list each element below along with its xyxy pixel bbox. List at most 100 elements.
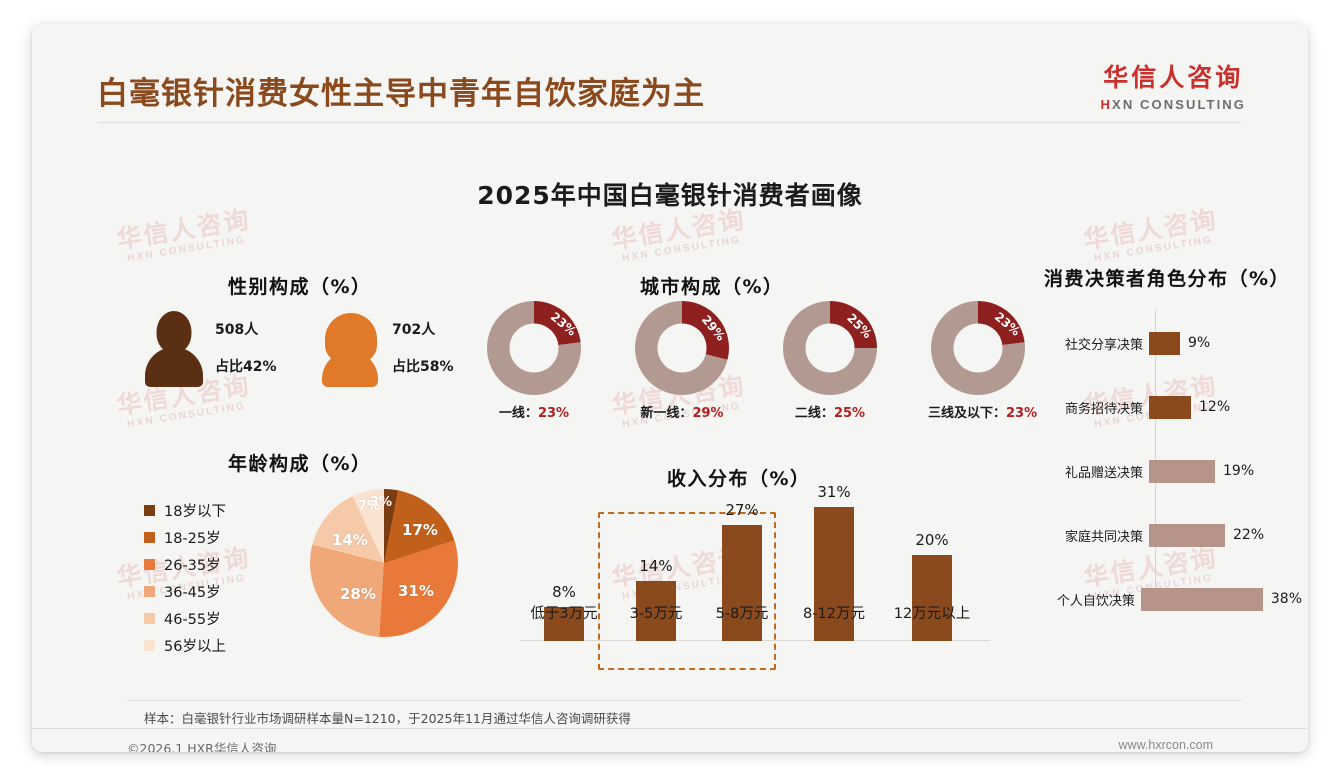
legend-label: 36-45岁 bbox=[164, 585, 221, 601]
decision-label: 社交分享决策 bbox=[1064, 337, 1143, 353]
income-bar-category: 5-8万元 bbox=[715, 606, 769, 622]
header: 白毫银针消费女性主导中青年自饮家庭为主 华信人咨询 HXN CONSULTING bbox=[32, 24, 1308, 124]
decision-axis-line bbox=[1155, 309, 1156, 604]
donut-caption-value: 29% bbox=[692, 406, 724, 421]
legend-swatch-icon bbox=[144, 640, 155, 651]
pie-value: 7% bbox=[358, 499, 381, 514]
income-bar-value: 20% bbox=[915, 531, 949, 549]
decision-value: 12% bbox=[1199, 399, 1231, 415]
logo-english-text: HXN CONSULTING bbox=[1100, 97, 1246, 112]
income-bar bbox=[636, 581, 676, 641]
donut-caption-value: 23% bbox=[537, 406, 570, 421]
decision-bar bbox=[1149, 523, 1225, 547]
income-bar-column: 20% 12万元以上 bbox=[882, 531, 982, 641]
income-bar-value: 14% bbox=[639, 557, 673, 575]
income-bar-column: 31% 8-12万元 bbox=[792, 483, 876, 641]
female-silhouette-icon bbox=[322, 311, 380, 387]
income-bar bbox=[544, 607, 584, 641]
donut-ring: 25% bbox=[783, 301, 877, 395]
watermark-en: HXN CONSULTING bbox=[126, 234, 247, 265]
decision-label: 商务招待决策 bbox=[1064, 401, 1143, 417]
watermark: 华信人咨询 HXN CONSULTING bbox=[1082, 206, 1221, 266]
watermark-en: HXN CONSULTING bbox=[621, 234, 742, 265]
watermark-en: HXN CONSULTING bbox=[1093, 234, 1214, 265]
income-bar-category: 3-5万元 bbox=[629, 606, 683, 622]
legend-label: 56岁以上 bbox=[164, 639, 226, 655]
city-panel-title: 城市构成（%） bbox=[640, 276, 784, 298]
copyright-text: ©2026.1 HXR华信人咨询 bbox=[127, 741, 277, 752]
female-share: 占比58% bbox=[392, 359, 454, 375]
legend-item: 56岁以上 bbox=[144, 632, 226, 659]
pie-value: 31% bbox=[398, 582, 434, 600]
donut-caption: 二线：25% bbox=[794, 406, 866, 421]
decision-label: 家庭共同决策 bbox=[1064, 529, 1143, 545]
donut-cell: 29% 新一线：29% bbox=[632, 301, 732, 421]
donut-caption-value: 25% bbox=[833, 406, 866, 421]
male-silhouette-icon bbox=[145, 311, 203, 387]
male-share: 占比42% bbox=[215, 359, 277, 375]
age-panel-title: 年龄构成（%） bbox=[228, 453, 372, 475]
decision-panel-title: 消费决策者角色分布（%） bbox=[1044, 268, 1291, 290]
decision-bar bbox=[1149, 331, 1180, 355]
gender-panel-title: 性别构成（%） bbox=[228, 276, 372, 298]
donut-ring: 23% bbox=[487, 301, 581, 395]
decision-value: 9% bbox=[1188, 335, 1211, 351]
male-count: 508人 bbox=[215, 322, 259, 338]
donut-cell: 25% 二线：25% bbox=[780, 301, 880, 421]
logo-chinese-text: 华信人咨询 bbox=[1103, 63, 1244, 92]
footer-divider bbox=[32, 728, 1308, 729]
brand-logo: 华信人咨询 HXN CONSULTING bbox=[1101, 58, 1246, 112]
female-count: 702人 bbox=[392, 322, 436, 338]
donut-cell: 23% 三线及以下：23% bbox=[928, 301, 1038, 421]
legend-item: 26-35岁 bbox=[144, 551, 226, 578]
income-bar-value: 31% bbox=[817, 483, 851, 501]
website-url[interactable]: www.hxrcon.com bbox=[1118, 738, 1213, 752]
sample-note: 样本：白毫银针行业市场调研样本量N=1210，于2025年11月通过华信人咨询调… bbox=[144, 711, 631, 726]
legend-swatch-icon bbox=[144, 613, 155, 624]
chart-subtitle: 2025年中国白毫银针消费者画像 bbox=[477, 181, 863, 210]
income-bar bbox=[722, 525, 762, 641]
watermark-cn: 华信人咨询 bbox=[1081, 205, 1220, 255]
decision-value: 19% bbox=[1223, 463, 1255, 479]
legend-item: 18-25岁 bbox=[144, 524, 226, 551]
gender-chart: 508人 占比42% 702人 占比58% bbox=[127, 299, 477, 399]
legend-item: 36-45岁 bbox=[144, 578, 226, 605]
income-bar-category: 8-12万元 bbox=[803, 606, 865, 622]
city-donut-chart: 23% 一线：23% 29% 新一线：29% 25% 二线：25% 23% 三线… bbox=[484, 301, 1037, 421]
decision-bar bbox=[1149, 459, 1215, 483]
pie-value: 14% bbox=[332, 531, 368, 549]
donut-caption-value: 23% bbox=[1006, 406, 1038, 421]
donut-caption: 新一线：29% bbox=[640, 406, 724, 421]
decision-row: 家庭共同决策 22% bbox=[1037, 523, 1302, 547]
legend-swatch-icon bbox=[144, 586, 155, 597]
legend-label: 18-25岁 bbox=[164, 531, 221, 547]
legend-swatch-icon bbox=[144, 559, 155, 570]
legend-swatch-icon bbox=[144, 505, 155, 516]
logo-mark-letter: H bbox=[1100, 97, 1113, 112]
donut-caption: 三线及以下：23% bbox=[928, 406, 1038, 421]
header-divider bbox=[97, 122, 1242, 123]
legend-item: 46-55岁 bbox=[144, 605, 226, 632]
legend-swatch-icon bbox=[144, 532, 155, 543]
age-legend: 18岁以下 18-25岁 26-35岁 36-45岁 46-55岁 56岁以上 bbox=[144, 497, 226, 659]
income-bar-column: 14% 3-5万元 bbox=[614, 557, 698, 641]
decision-label: 礼品赠送决策 bbox=[1064, 465, 1143, 481]
donut-cell: 23% 一线：23% bbox=[484, 301, 584, 421]
decision-bar bbox=[1140, 587, 1263, 611]
income-highlight-box bbox=[598, 512, 776, 670]
age-pie-chart: 18岁以下 18-25岁 26-35岁 36-45岁 46-55岁 56岁以上 bbox=[144, 489, 464, 674]
income-bar-value: 8% bbox=[552, 583, 576, 601]
slide-card: 华信人咨询 HXN CONSULTING 华信人咨询 HXN CONSULTIN… bbox=[32, 24, 1308, 752]
income-bar bbox=[912, 555, 952, 641]
decision-label: 个人自饮决策 bbox=[1056, 593, 1135, 609]
pie-value: 3% bbox=[370, 495, 393, 510]
income-bar-column: 8% 低于3万元 bbox=[522, 583, 606, 641]
pie-value: 28% bbox=[340, 585, 376, 603]
income-panel-title: 收入分布（%） bbox=[667, 468, 811, 490]
decision-row: 社交分享决策 9% bbox=[1037, 331, 1302, 355]
watermark: 华信人咨询 HXN CONSULTING bbox=[610, 206, 749, 266]
watermark-cn: 华信人咨询 bbox=[114, 205, 253, 255]
decision-row: 礼品赠送决策 19% bbox=[1037, 459, 1302, 483]
page-title: 白毫银针消费女性主导中青年自饮家庭为主 bbox=[97, 76, 705, 112]
income-bar-value: 27% bbox=[725, 501, 759, 519]
